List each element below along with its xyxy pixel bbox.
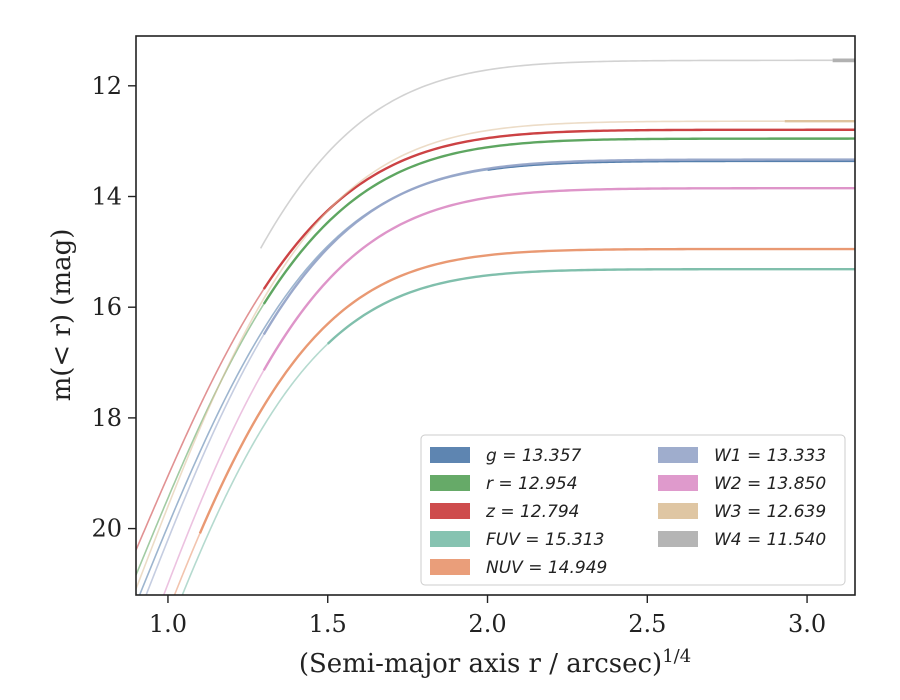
x-tick-label: 1.0 bbox=[149, 610, 187, 638]
series-line-r bbox=[262, 137, 855, 305]
x-tick-label: 1.5 bbox=[309, 610, 347, 638]
series-line-W1 bbox=[262, 158, 855, 336]
series-line-z bbox=[262, 128, 855, 290]
series-line-g bbox=[487, 159, 855, 171]
legend-label-NUV: NUV = 14.949 bbox=[486, 558, 607, 578]
legend-label-FUV: FUV = 15.313 bbox=[486, 530, 604, 550]
series-line-faint-W4 bbox=[259, 59, 833, 249]
y-tick-label: 20 bbox=[91, 515, 122, 543]
legend-swatch-NUV bbox=[430, 559, 470, 575]
legend-swatch-FUV bbox=[430, 531, 470, 547]
legend-swatch-z bbox=[430, 503, 470, 519]
legend-swatch-W1 bbox=[658, 447, 698, 463]
series-line-faint-W2 bbox=[162, 369, 265, 595]
x-axis-label-superscript: 1/4 bbox=[662, 646, 691, 667]
legend-frame bbox=[420, 434, 846, 586]
x-tick-label: 2.0 bbox=[468, 610, 506, 638]
series-line-faint-NUV bbox=[173, 533, 201, 595]
legend-label-r: r = 12.954 bbox=[486, 474, 578, 494]
legend-label-g: g = 13.357 bbox=[486, 446, 582, 466]
series-line-faint-W1 bbox=[145, 334, 265, 595]
legend-label-z: z = 12.794 bbox=[485, 502, 579, 522]
series-line-faint-W3 bbox=[136, 120, 785, 590]
plot-frame bbox=[135, 35, 856, 596]
series-line-faint-z bbox=[136, 288, 265, 551]
legend-label-W2: W2 = 13.850 bbox=[714, 474, 826, 494]
legend-label-W3: W3 = 12.639 bbox=[714, 502, 826, 522]
legend-swatch-r bbox=[430, 475, 470, 491]
legend-label-W1: W1 = 13.333 bbox=[714, 446, 826, 466]
series-line-W2 bbox=[262, 187, 855, 371]
y-tick-label: 18 bbox=[91, 404, 122, 432]
series-line-FUV bbox=[326, 267, 855, 345]
legend-swatch-W3 bbox=[658, 503, 698, 519]
series-line-faint-r bbox=[136, 303, 265, 576]
legend: g = 13.357 r = 12.954 z = 12.794 FUV = 15.3… bbox=[420, 434, 846, 586]
x-axis: 1.0 1.5 2.0 2.5 3.0 bbox=[149, 595, 826, 638]
series-line-faint-FUV bbox=[181, 343, 329, 595]
y-axis-label: m(< r) (mag) bbox=[47, 229, 77, 402]
legend-swatch-W2 bbox=[658, 475, 698, 491]
legend-swatch-W4 bbox=[658, 531, 698, 547]
y-tick-label: 16 bbox=[91, 293, 122, 321]
x-axis-label: (Semi-major axis r / arcsec)1/4 bbox=[299, 646, 691, 679]
y-tick-label: 14 bbox=[91, 183, 122, 211]
series-layer bbox=[136, 58, 855, 595]
legend-label-W4: W4 = 11.540 bbox=[714, 530, 826, 550]
y-tick-label: 12 bbox=[91, 72, 122, 100]
x-tick-label: 3.0 bbox=[788, 610, 826, 638]
x-tick-label: 2.5 bbox=[628, 610, 666, 638]
y-axis: 12 14 16 18 20 bbox=[91, 72, 136, 543]
legend-swatch-g bbox=[430, 447, 470, 463]
series-line-NUV bbox=[198, 247, 855, 534]
